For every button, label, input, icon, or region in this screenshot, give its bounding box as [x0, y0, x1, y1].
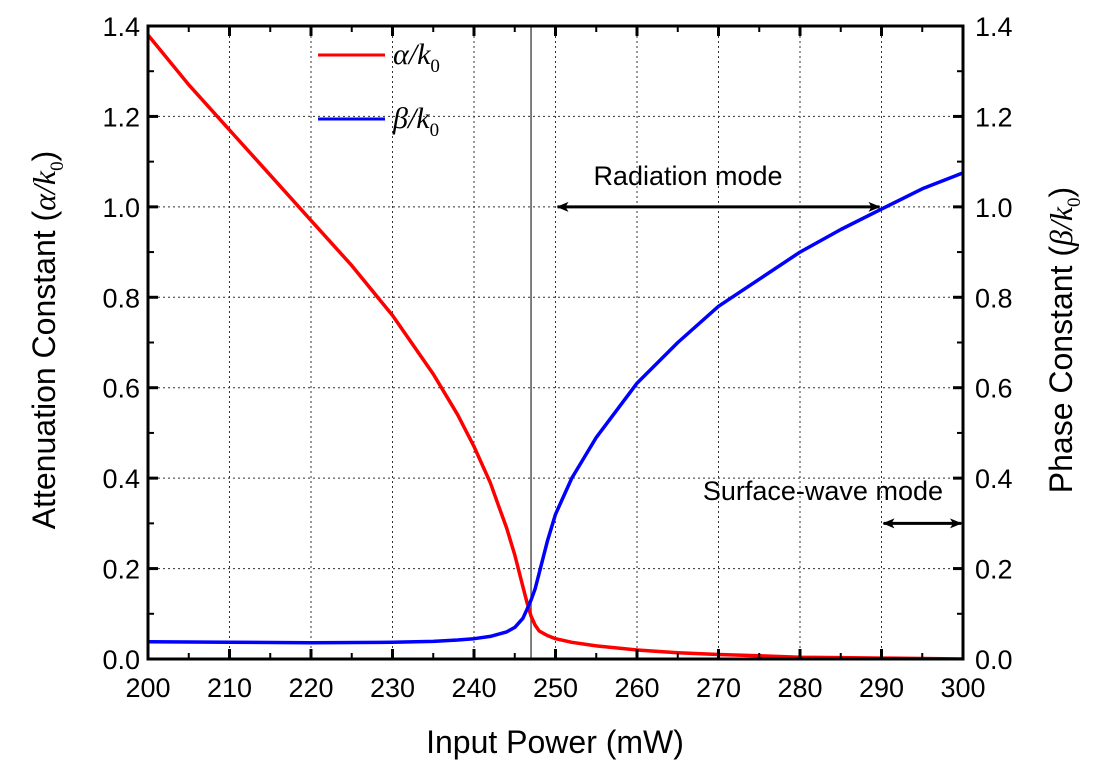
x-tick-label: 280 — [777, 673, 822, 703]
y-tick-label-left: 1.0 — [102, 193, 140, 223]
x-tick-label: 210 — [207, 673, 252, 703]
grid — [148, 26, 963, 659]
y-tick-label-left: 1.2 — [102, 102, 140, 132]
surface-wave-mode-label: Surface-wave mode — [703, 476, 943, 506]
x-tick-label: 290 — [859, 673, 904, 703]
legend-label-alpha: α/k0 — [393, 38, 440, 77]
y-tick-label-right: 0.8 — [975, 283, 1013, 313]
ticks — [146, 24, 965, 661]
y-tick-label-left: 0.0 — [102, 645, 140, 675]
y-tick-label-left: 0.6 — [102, 374, 140, 404]
y-tick-label-right: 1.2 — [975, 102, 1013, 132]
legend: α/k0 β/k0 — [318, 38, 440, 141]
y-tick-label-right: 0.2 — [975, 555, 1013, 585]
series-line-beta — [148, 171, 963, 645]
series-layer — [148, 33, 963, 659]
y-axis-title-right: Phase Constant (β/k0) — [1043, 187, 1085, 493]
legend-label-beta: β/k0 — [392, 102, 439, 141]
y-tick-label-left: 0.8 — [102, 283, 140, 313]
x-axis-title: Input Power (mW) — [426, 724, 684, 760]
y-tick-label-left: 0.2 — [102, 555, 140, 585]
y-tick-label-right: 0.4 — [975, 464, 1013, 494]
x-tick-label: 230 — [370, 673, 415, 703]
x-tick-label: 260 — [614, 673, 659, 703]
y-tick-label-right: 0.6 — [975, 374, 1013, 404]
x-tick-label: 200 — [125, 673, 170, 703]
radiation-mode-label: Radiation mode — [593, 161, 782, 191]
y-tick-label-right: 1.4 — [975, 12, 1013, 42]
y-tick-label-left: 1.4 — [102, 12, 140, 42]
y-axis-title-left: Attenuation Constant (α/k0) — [26, 151, 68, 529]
y-tick-label-right: 0.0 — [975, 645, 1013, 675]
series-line-alpha — [148, 33, 963, 659]
x-tick-label: 300 — [940, 673, 985, 703]
x-tick-label: 220 — [288, 673, 333, 703]
x-tick-label: 270 — [696, 673, 741, 703]
x-tick-label: 240 — [451, 673, 496, 703]
x-tick-label: 250 — [533, 673, 578, 703]
y-tick-label-left: 0.4 — [102, 464, 140, 494]
y-tick-label-right: 1.0 — [975, 193, 1013, 223]
